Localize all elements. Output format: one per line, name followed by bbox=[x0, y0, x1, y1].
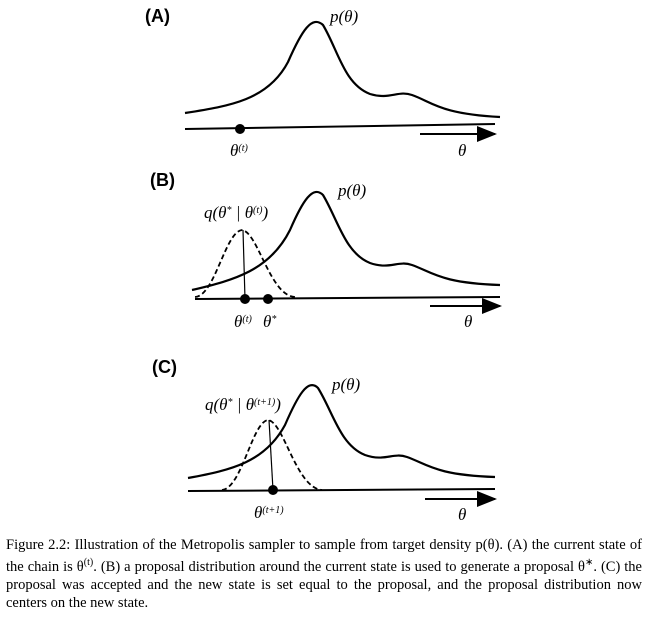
proposal-curve bbox=[194, 229, 296, 298]
density-curve bbox=[191, 190, 501, 292]
panel-a: (A) p(θ) θ(t) θ bbox=[145, 6, 501, 160]
axis-label: θ bbox=[458, 505, 466, 524]
axis-label: θ bbox=[464, 312, 472, 331]
superscript: (t+1) bbox=[262, 505, 284, 516]
text-run: Figure 2.2: Illustration of the Metropol… bbox=[6, 537, 642, 575]
density-label: p(θ) bbox=[337, 181, 367, 200]
text-run: θ bbox=[254, 503, 262, 522]
axis bbox=[187, 488, 496, 492]
superscript: * bbox=[271, 314, 276, 325]
panel-label: (C) bbox=[152, 357, 177, 377]
panel-label: (B) bbox=[150, 170, 175, 190]
point-label: θ* bbox=[263, 312, 276, 331]
point-label: θ(t+1) bbox=[254, 503, 284, 522]
text-run: . (C) the proposal was accepted and the … bbox=[6, 558, 642, 611]
panel-b: (B) p(θ) q(θ* | θ(t)) θ(t) θ* θ bbox=[150, 170, 502, 331]
center-line bbox=[242, 229, 246, 300]
panel-c: (C) p(θ) q(θ* | θ(t+1)) θ(t+1) θ bbox=[152, 357, 497, 524]
panel-label: (A) bbox=[145, 6, 170, 26]
point bbox=[268, 485, 278, 495]
superscript: (t) bbox=[238, 143, 248, 154]
text-run: p(θ) bbox=[331, 375, 361, 394]
point bbox=[235, 124, 245, 134]
point bbox=[240, 294, 250, 304]
text-run: . (B) a proposal distribution around the… bbox=[93, 558, 585, 575]
point-label: θ(t) bbox=[230, 141, 248, 160]
text-run: | θ bbox=[233, 395, 255, 414]
superscript: (t+1) bbox=[254, 397, 276, 408]
text-run: p(θ) bbox=[329, 7, 359, 26]
superscript: * bbox=[228, 397, 233, 408]
text-run: q(θ bbox=[205, 395, 228, 414]
caption: Figure 2.2: Illustration of the Metropol… bbox=[6, 536, 642, 612]
center-line bbox=[268, 419, 274, 491]
text-run: | θ bbox=[232, 203, 254, 222]
figure: (A) p(θ) θ(t) θ (B) p(θ) q(θ* | θ(t)) θ(… bbox=[145, 6, 502, 524]
superscript: (t) bbox=[242, 314, 252, 325]
density-label: p(θ) bbox=[331, 375, 361, 394]
superscript: (t) bbox=[83, 557, 94, 568]
text-run: θ bbox=[230, 141, 238, 160]
axis bbox=[184, 123, 496, 130]
density-curve bbox=[184, 20, 501, 119]
text-run: θ bbox=[263, 312, 271, 331]
axis-label: θ bbox=[458, 141, 466, 160]
text-run: q(θ bbox=[204, 203, 227, 222]
superscript: (t) bbox=[253, 205, 263, 216]
text-run: θ bbox=[234, 312, 242, 331]
proposal-label: q(θ* | θ(t+1)) bbox=[205, 395, 281, 414]
density-label: p(θ) bbox=[329, 7, 359, 26]
proposal-label: q(θ* | θ(t)) bbox=[204, 203, 269, 222]
text-run: ) bbox=[262, 203, 269, 222]
text-run: p(θ) bbox=[337, 181, 367, 200]
text-run: ) bbox=[274, 395, 281, 414]
point-label: θ(t) bbox=[234, 312, 252, 331]
point bbox=[263, 294, 273, 304]
superscript: ∗ bbox=[584, 557, 594, 568]
superscript: * bbox=[227, 205, 232, 216]
